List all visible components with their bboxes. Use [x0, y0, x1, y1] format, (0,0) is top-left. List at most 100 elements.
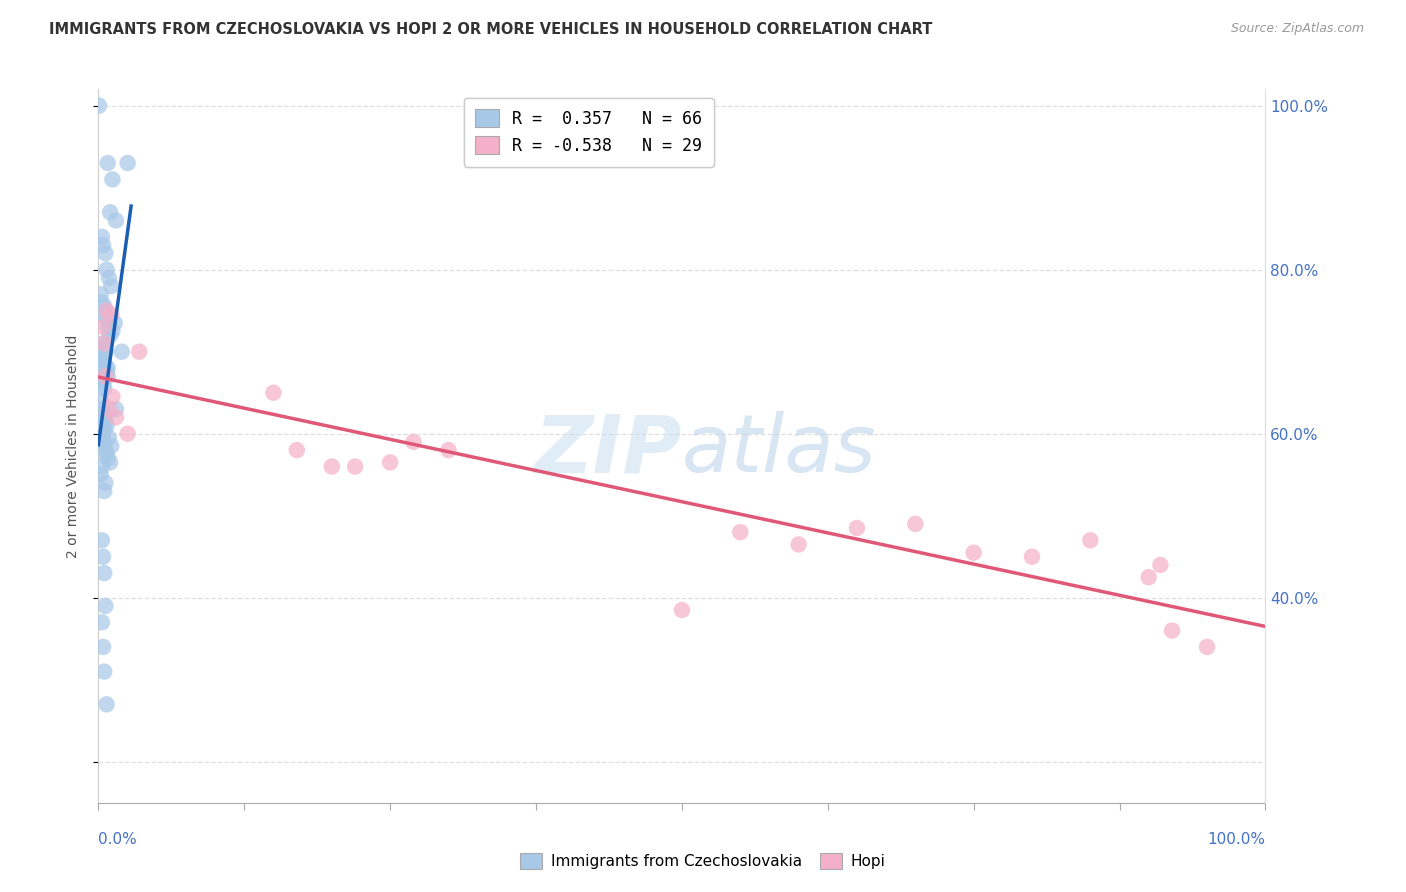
- Point: [98, 205, 121, 219]
- Point: [91, 418, 114, 433]
- Point: [90, 230, 112, 244]
- Point: [93, 357, 115, 371]
- Point: [96, 262, 118, 277]
- Point: [904, 516, 927, 531]
- Point: [93, 336, 115, 351]
- Point: [93, 382, 115, 396]
- Point: [90, 459, 112, 474]
- Point: [437, 443, 460, 458]
- Point: [90, 287, 112, 301]
- Point: [101, 172, 124, 186]
- Point: [98, 328, 121, 343]
- Point: [111, 344, 134, 359]
- Point: [90, 393, 112, 408]
- Point: [100, 439, 122, 453]
- Point: [94, 308, 117, 322]
- Point: [91, 336, 114, 351]
- Text: Source: ZipAtlas.com: Source: ZipAtlas.com: [1230, 22, 1364, 36]
- Point: [96, 447, 118, 461]
- Point: [93, 566, 115, 581]
- Point: [91, 406, 114, 420]
- Point: [1080, 533, 1102, 548]
- Point: [94, 361, 117, 376]
- Text: 0.0%: 0.0%: [98, 831, 138, 847]
- Point: [262, 385, 284, 400]
- Point: [96, 418, 118, 433]
- Point: [962, 546, 984, 560]
- Point: [846, 521, 869, 535]
- Point: [1149, 558, 1171, 572]
- Point: [93, 423, 115, 437]
- Point: [671, 603, 693, 617]
- Point: [100, 279, 122, 293]
- Point: [104, 402, 127, 417]
- Point: [93, 665, 115, 679]
- Point: [100, 308, 122, 322]
- Point: [380, 455, 402, 469]
- Point: [90, 402, 112, 417]
- Point: [1137, 570, 1160, 584]
- Point: [97, 451, 120, 466]
- Point: [90, 431, 112, 445]
- Point: [90, 373, 112, 387]
- Legend: Immigrants from Czechoslovakia, Hopi: Immigrants from Czechoslovakia, Hopi: [515, 847, 891, 875]
- Point: [101, 324, 124, 338]
- Point: [787, 537, 810, 551]
- Point: [97, 270, 120, 285]
- Point: [104, 316, 127, 330]
- Text: ZIP: ZIP: [534, 411, 682, 489]
- Point: [94, 443, 117, 458]
- Point: [90, 295, 112, 310]
- Point: [101, 390, 124, 404]
- Point: [321, 459, 343, 474]
- Point: [94, 344, 117, 359]
- Point: [90, 349, 112, 363]
- Point: [97, 320, 120, 334]
- Text: atlas: atlas: [682, 411, 877, 489]
- Point: [96, 365, 118, 379]
- Point: [90, 467, 112, 482]
- Point: [98, 455, 121, 469]
- Point: [91, 549, 114, 564]
- Point: [94, 475, 117, 490]
- Point: [94, 246, 117, 260]
- Point: [91, 377, 114, 392]
- Point: [90, 615, 112, 630]
- Point: [730, 525, 752, 540]
- Point: [94, 369, 117, 384]
- Point: [93, 410, 115, 425]
- Point: [94, 414, 117, 428]
- Point: [344, 459, 367, 474]
- Point: [93, 484, 115, 499]
- Point: [87, 98, 110, 112]
- Point: [91, 238, 114, 252]
- Point: [402, 434, 425, 449]
- Point: [91, 640, 114, 654]
- Point: [90, 533, 112, 548]
- Point: [93, 300, 115, 314]
- Point: [97, 156, 120, 170]
- Point: [96, 303, 118, 318]
- Point: [97, 369, 120, 384]
- Point: [97, 431, 120, 445]
- Point: [104, 410, 127, 425]
- Point: [117, 426, 139, 441]
- Point: [104, 213, 127, 227]
- Point: [91, 434, 114, 449]
- Point: [1021, 549, 1043, 564]
- Point: [93, 439, 115, 453]
- Point: [285, 443, 308, 458]
- Y-axis label: 2 or more Vehicles in Household: 2 or more Vehicles in Household: [66, 334, 80, 558]
- Point: [97, 361, 120, 376]
- Point: [1161, 624, 1184, 638]
- Point: [91, 320, 114, 334]
- Point: [96, 311, 118, 326]
- Point: [91, 426, 114, 441]
- Text: 100.0%: 100.0%: [1208, 831, 1265, 847]
- Point: [94, 599, 117, 613]
- Point: [96, 698, 118, 712]
- Point: [91, 352, 114, 367]
- Point: [1197, 640, 1219, 654]
- Point: [97, 402, 120, 417]
- Text: IMMIGRANTS FROM CZECHOSLOVAKIA VS HOPI 2 OR MORE VEHICLES IN HOUSEHOLD CORRELATI: IMMIGRANTS FROM CZECHOSLOVAKIA VS HOPI 2…: [49, 22, 932, 37]
